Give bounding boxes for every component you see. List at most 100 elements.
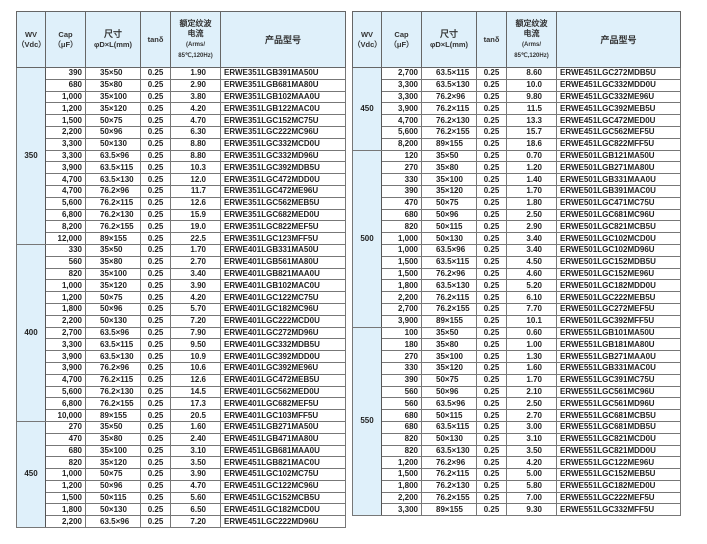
model-cell: ERWE401LGC562MED0U [220,385,346,399]
tan-cell: 0.25 [476,444,507,458]
ripple-current-cell: 3.50 [506,444,557,458]
table-row: 3,300 89×155 0.25 9.30 ERWE551LGC332MFF5U [353,503,681,517]
cap-cell: 270 [381,161,422,175]
model-cell: ERWE551LGB101MA50U [556,326,681,340]
model-cell: ERWE451LGC822MFF5U [556,137,681,151]
size-cell: 50×96 [85,302,141,316]
tan-cell: 0.25 [476,243,507,257]
cap-cell: 820 [381,444,422,458]
model-cell: ERWE501LGC152ME96U [556,267,681,281]
table-row: 560 35×80 0.25 2.70 ERWE401LGB561MA80U [17,255,346,269]
tan-cell: 0.25 [140,397,171,411]
cap-cell: 680 [381,409,422,422]
tan-cell: 0.25 [140,420,171,434]
tan-cell: 0.25 [140,326,171,340]
tan-cell: 0.25 [140,444,171,458]
cap-cell: 820 [45,267,86,281]
cap-cell: 1,000 [381,232,422,245]
ripple-current-cell: 2.50 [506,208,557,222]
model-cell: ERWE401LGC472MEB5U [220,373,346,387]
model-cell: ERWE551LGC391MC75U [556,373,681,387]
cap-cell: 8,200 [45,220,86,234]
ripple-current-cell: 10.9 [170,350,221,363]
cap-cell: 12,000 [45,232,86,245]
model-cell: ERWE401LGC332MDB5U [220,338,346,352]
ripple-current-cell: 9.80 [506,90,557,104]
tan-cell: 0.25 [476,314,507,328]
size-cell: 76.2×155 [85,397,141,411]
voltage-group: 400 330 35×50 0.25 1.70 ERWE401LGB331MA50U 560… [16,243,346,422]
model-cell: ERWE351LGC332MD96U [220,149,346,163]
model-cell: ERWE501LGC471MC75U [556,196,681,210]
size-cell: 35×120 [421,361,477,375]
size-cell: 63.5×96 [421,397,477,411]
size-cell: 35×80 [85,255,141,269]
table-row: 1,200 50×75 0.25 4.20 ERWE401LGC122MC75U [17,291,346,304]
wv-cell: 350 [16,67,46,245]
cap-cell: 1,200 [45,291,86,304]
size-cell: 35×80 [85,78,141,92]
cap-cell: 3,900 [45,161,86,175]
ripple-current-cell: 3.10 [506,432,557,446]
ripple-current-cell: 6.10 [506,291,557,304]
table-row: 680 50×96 0.25 2.50 ERWE501LGC681MC96U [353,208,681,222]
ripple-current-cell: 6.30 [170,125,221,139]
tan-cell: 0.25 [476,90,507,104]
ripple-current-cell: 2.50 [506,397,557,411]
ripple-current-cell: 1.70 [506,373,557,387]
model-cell: ERWE501LGC821MCB5U [556,220,681,234]
ripple-current-cell: 1.40 [506,173,557,186]
table-row: 3,300 63.5×96 0.25 8.80 ERWE351LGC332MD96U [17,149,346,163]
model-cell: ERWE351LGB102MAA0U [220,90,346,104]
size-cell: 35×100 [85,444,141,458]
size-cell: 89×155 [85,232,141,245]
size-cell: 63.5×96 [85,515,141,529]
ripple-current-cell: 4.70 [170,479,221,493]
model-cell: ERWE501LGB121MA50U [556,149,681,163]
tan-cell: 0.25 [476,184,507,198]
tan-cell: 0.25 [140,279,171,293]
table-row: 680 35×80 0.25 2.90 ERWE351LGB681MA80U [17,78,346,92]
size-cell: 76.2×115 [421,291,477,304]
tan-cell: 0.25 [140,220,171,234]
tan-cell: 0.25 [476,220,507,234]
model-cell: ERWE551LGC332MFF5U [556,503,681,517]
size-cell: 50×115 [421,409,477,422]
ripple-current-cell: 10.1 [506,314,557,328]
table-row: 2,200 63.5×96 0.25 7.20 ERWE451LGC222MD96U [17,515,346,529]
size-cell: 35×100 [85,90,141,104]
size-cell: 35×80 [421,338,477,352]
model-cell: ERWE401LGC103MFF5U [220,409,346,422]
cap-cell: 1,500 [381,267,422,281]
table-row: 450 2,700 63.5×115 0.25 8.60 ERWE451LGC272MDB… [352,67,681,151]
ripple-current-cell: 10.6 [170,361,221,375]
size-cell: 76.2×96 [85,184,141,198]
cap-cell: 100 [381,326,422,340]
cap-cell: 1,800 [45,503,86,517]
cap-cell: 3,300 [45,338,86,352]
ripple-current-cell: 1.70 [170,243,221,257]
tan-cell: 0.25 [476,208,507,222]
table-row: 5,600 76.2×130 0.25 14.5 ERWE401LGC562MED0U [17,385,346,399]
cap-cell: 560 [381,397,422,411]
table-row: 820 50×115 0.25 2.90 ERWE501LGC821MCB5U [353,220,681,234]
table-row: 1,500 50×115 0.25 5.60 ERWE451LGC152MCB5U [17,491,346,505]
table-row: 820 63.5×130 0.25 3.50 ERWE551LGC821MDD0U [353,444,681,458]
size-cell: 63.5×115 [421,255,477,269]
size-cell: 50×130 [421,432,477,446]
ripple-current-cell: 1.60 [170,420,221,434]
table-row: 1,800 63.5×130 0.25 5.20 ERWE501LGC182MDD0U [353,279,681,293]
tan-cell: 0.25 [140,149,171,163]
cap-cell: 1,800 [381,279,422,293]
model-cell: ERWE401LGC272MD96U [220,326,346,340]
cap-cell: 2,700 [381,67,422,80]
model-cell: ERWE351LGC332MCD0U [220,137,346,151]
size-cell: 76.2×155 [421,125,477,139]
model-cell: ERWE501LGC102MCD0U [556,232,681,245]
cap-cell: 2,200 [381,491,422,505]
cap-cell: 1,800 [45,302,86,316]
cap-cell: 2,700 [381,302,422,316]
cap-cell: 3,900 [381,314,422,328]
table-row: 10,000 89×155 0.25 20.5 ERWE401LGC103MFF5U [17,409,346,422]
size-cell: 50×130 [421,232,477,245]
